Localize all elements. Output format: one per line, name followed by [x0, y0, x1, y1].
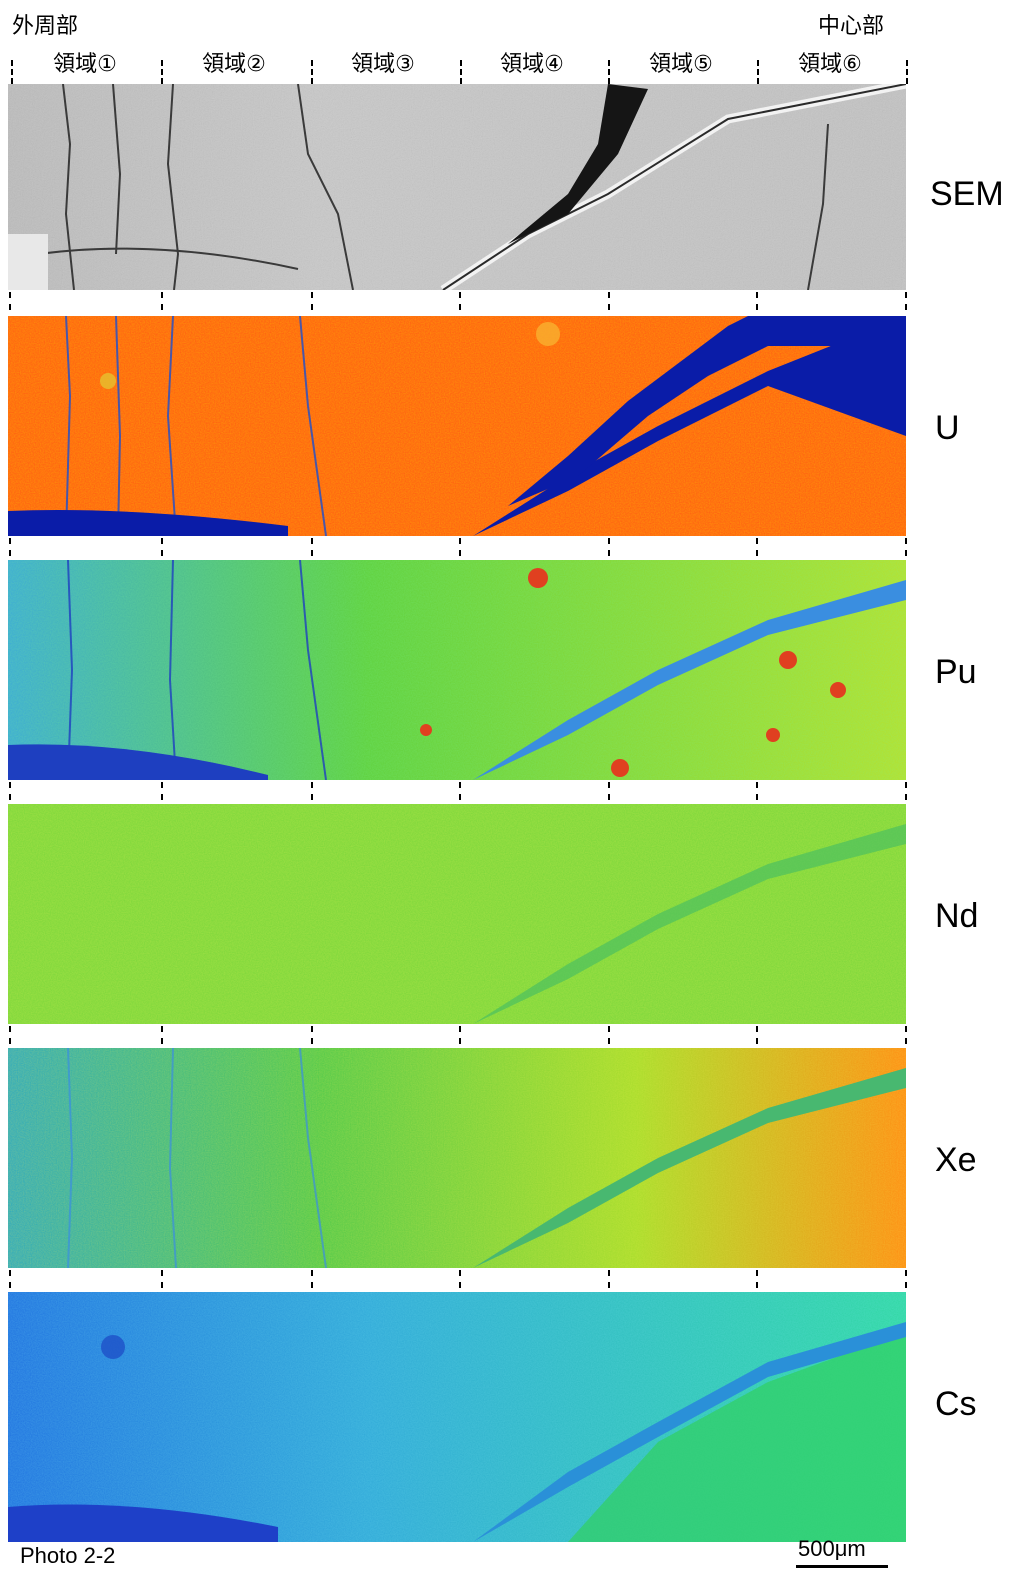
cs-label: Cs	[935, 1385, 977, 1423]
cs-map-panel	[8, 1292, 906, 1542]
region-6-label: 領域⑥	[798, 52, 862, 77]
pu-label: Pu	[935, 653, 977, 691]
xe-label: Xe	[935, 1141, 977, 1179]
u-label: U	[935, 409, 960, 447]
scale-bar	[796, 1565, 888, 1568]
u-map-panel	[8, 316, 906, 536]
region-5-label: 領域⑤	[649, 52, 713, 77]
xe-map-panel	[8, 1048, 906, 1268]
region-3-label: 領域③	[351, 52, 415, 77]
region-2-label: 領域②	[202, 52, 266, 77]
photo-caption: Photo 2-2	[20, 1543, 116, 1568]
scale-bar-label: 500μm	[798, 1536, 866, 1561]
nd-label: Nd	[935, 897, 979, 935]
center-label: 中心部	[818, 14, 885, 39]
pu-map-panel	[8, 560, 906, 780]
outer-periphery-label: 外周部	[12, 14, 79, 39]
sem-label: SEM	[930, 175, 1004, 213]
region-1-label: 領域①	[53, 52, 117, 77]
region-4-label: 領域④	[500, 52, 564, 77]
sem-image-panel	[8, 84, 906, 290]
nd-map-panel	[8, 804, 906, 1024]
